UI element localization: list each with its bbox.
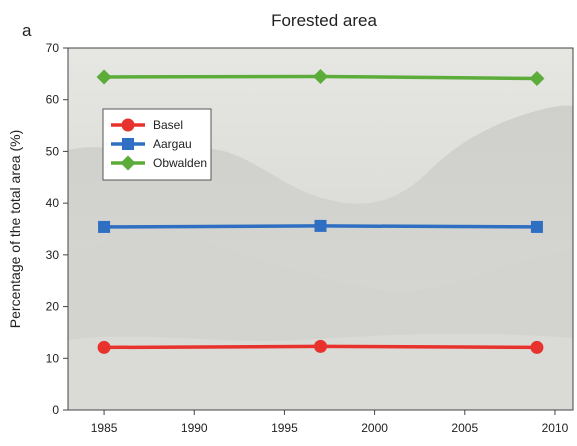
y-tick-label: 10 <box>46 351 60 365</box>
y-tick-label: 20 <box>46 300 60 314</box>
series-basel <box>97 339 544 354</box>
x-tick-label: 2010 <box>542 421 569 435</box>
x-tick-label: 2000 <box>361 421 388 435</box>
legend-label: Basel <box>153 118 183 132</box>
x-axis: 1985 1990 1995 2000 2005 2010 <box>91 410 569 435</box>
legend-item-basel: Basel <box>111 118 183 132</box>
series-aargau <box>98 219 543 233</box>
legend: Basel Aargau Obwalden <box>102 108 212 181</box>
y-axis: 0 10 20 30 40 50 60 70 <box>46 41 68 417</box>
legend-box <box>102 108 212 181</box>
data-point-obwalden <box>96 69 112 85</box>
background-photo <box>68 48 573 410</box>
x-tick-label: 2005 <box>451 421 478 435</box>
legend-marker <box>122 138 134 150</box>
data-point-basel <box>314 339 327 353</box>
data-point-aargau <box>98 220 111 233</box>
axes <box>67 47 574 411</box>
legend-item-obwalden: Obwalden <box>111 155 207 171</box>
legend-marker <box>121 118 135 132</box>
y-tick-label: 30 <box>46 248 60 262</box>
data-point-obwalden <box>313 68 328 84</box>
legend-label: Obwalden <box>153 156 207 170</box>
legend-marker <box>120 155 136 171</box>
series-layer <box>96 68 545 354</box>
data-point-basel <box>530 340 544 354</box>
data-point-obwalden <box>529 71 545 87</box>
x-tick-label: 1985 <box>91 421 118 435</box>
x-tick-label: 1995 <box>271 421 298 435</box>
data-point-aargau <box>314 219 327 232</box>
data-point-basel <box>97 340 111 354</box>
legend-item-aargau: Aargau <box>111 137 192 151</box>
y-tick-label: 50 <box>46 144 60 158</box>
y-axis-label: Percentage of the total area (%) <box>7 130 23 328</box>
y-tick-label: 0 <box>52 403 59 417</box>
y-tick-label: 40 <box>46 196 60 210</box>
x-tick-label: 1990 <box>181 421 208 435</box>
chart-title: Forested area <box>271 11 377 30</box>
legend-label: Aargau <box>153 137 192 151</box>
plot-frame <box>67 47 574 411</box>
series-obwalden <box>96 68 545 87</box>
panel-letter: a <box>22 21 32 40</box>
y-tick-label: 60 <box>46 93 60 107</box>
data-point-aargau <box>530 220 543 233</box>
y-tick-label: 70 <box>46 41 60 55</box>
